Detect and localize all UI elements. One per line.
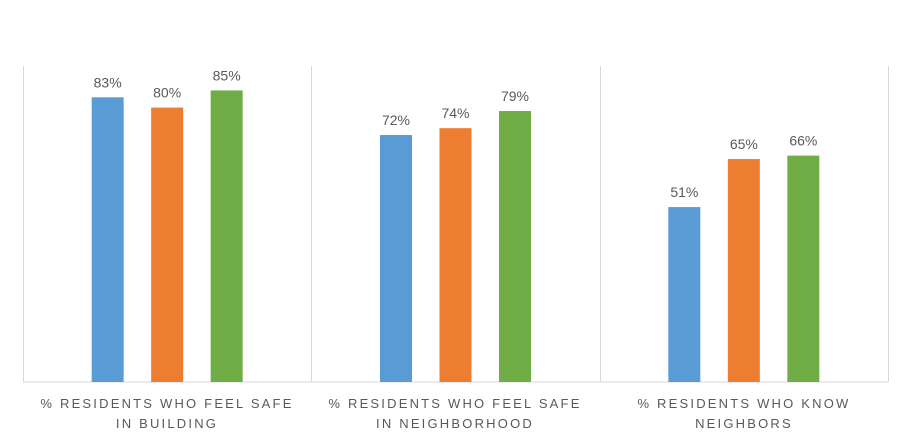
data-label-series-2-cat-1: 80% [153, 85, 181, 101]
bar-series-1-cat-3 [668, 207, 701, 382]
data-label-series-1-cat-3: 51% [670, 184, 698, 200]
data-label-series-3-cat-3: 66% [789, 133, 817, 149]
data-label-series-2-cat-3: 65% [730, 136, 758, 152]
bar-series-3-cat-1 [210, 90, 243, 382]
bar-series-3-cat-2 [499, 111, 531, 382]
bar-series-2-cat-2 [439, 128, 472, 382]
category-label-2: % RESIDENTS WHO FEEL SAFE IN NEIGHBORHOO… [328, 396, 582, 431]
data-label-series-3-cat-1: 85% [213, 67, 241, 83]
bar-series-1-cat-2 [380, 135, 412, 382]
bar-series-1-cat-1 [91, 97, 124, 382]
bar-series-3-cat-3 [787, 155, 820, 382]
category-label-1: % RESIDENTS WHO FEEL SAFE IN BUILDING [40, 396, 294, 431]
category-label-3: % RESIDENTS WHO KNOW NEIGHBORS [637, 396, 851, 431]
data-label-series-1-cat-2: 72% [382, 112, 410, 128]
data-label-series-2-cat-2: 74% [441, 105, 469, 121]
bar-series-2-cat-3 [727, 159, 760, 382]
data-label-series-1-cat-1: 83% [94, 74, 122, 90]
bar-series-2-cat-1 [151, 107, 184, 382]
data-label-series-3-cat-2: 79% [501, 88, 529, 104]
